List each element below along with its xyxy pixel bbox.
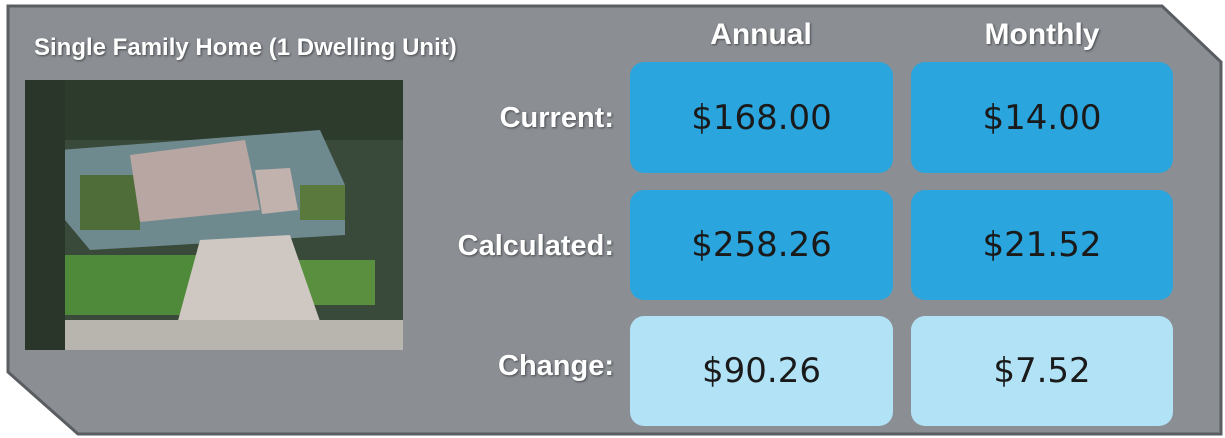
- value-box: $7.52: [911, 316, 1173, 426]
- aerial-photo: [25, 80, 403, 350]
- row-label: Calculated:: [400, 230, 614, 263]
- value-box: $90.26: [630, 316, 893, 426]
- rate-panel: Single Family Home (1 Dwelling Unit) Ann…: [0, 0, 1225, 438]
- value-box: $258.26: [630, 190, 893, 300]
- value-box: $168.00: [630, 62, 893, 173]
- column-header: Annual: [630, 18, 892, 52]
- value-box: $14.00: [911, 62, 1173, 173]
- title: Single Family Home (1 Dwelling Unit): [34, 34, 457, 62]
- row-label: Current:: [400, 102, 614, 135]
- row-label: Change:: [400, 350, 614, 383]
- value-box: $21.52: [911, 190, 1173, 300]
- column-header: Monthly: [911, 18, 1173, 52]
